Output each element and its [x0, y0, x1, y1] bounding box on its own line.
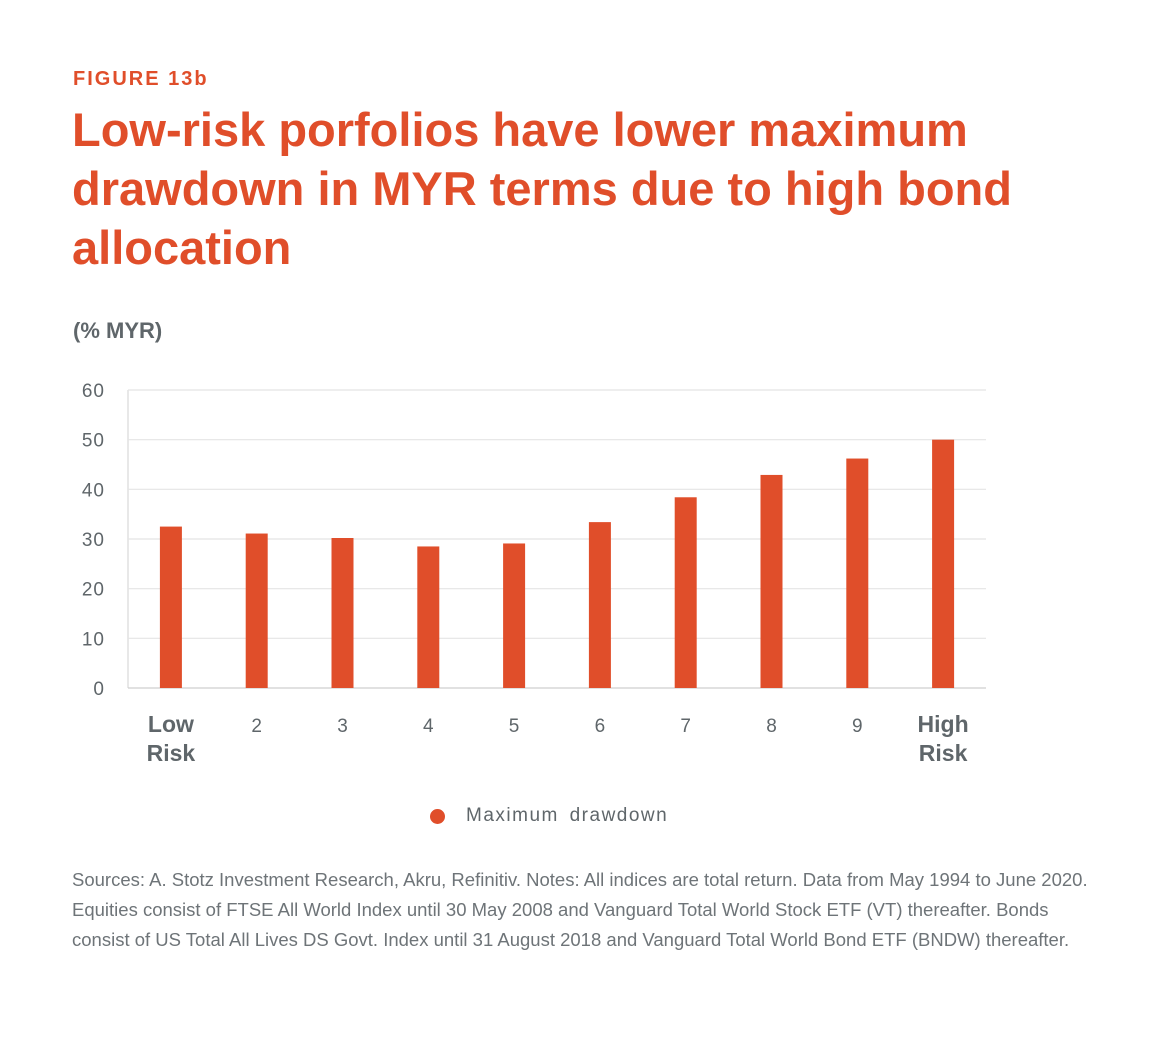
y-tick-label: 0	[93, 679, 105, 700]
bar	[588, 522, 611, 688]
gridlines	[127, 389, 986, 689]
bar	[159, 526, 182, 688]
bar	[331, 538, 354, 688]
legend-label: Maximum drawdown	[466, 805, 669, 826]
bar	[760, 474, 783, 688]
legend: Maximum drawdown	[430, 803, 668, 829]
bar	[846, 458, 869, 688]
x-tick-label: 2	[251, 716, 262, 737]
x-tick-label: 6	[595, 716, 606, 737]
bars	[159, 439, 955, 688]
source-notes: Sources: A. Stotz Investment Research, A…	[72, 869, 1088, 950]
x-tick-label: 8	[766, 716, 777, 737]
y-tick-label: 10	[82, 629, 105, 650]
y-tick-label: 60	[82, 381, 105, 402]
bar	[417, 546, 440, 688]
x-tick-label: 3	[337, 716, 348, 737]
x-tick-label: 9	[852, 716, 863, 737]
bar	[503, 543, 526, 688]
bar	[245, 533, 268, 688]
figure-label: FIGURE 13b	[73, 68, 209, 90]
x-tick-label: 4	[423, 716, 434, 737]
x-tick-label: 5	[509, 716, 520, 737]
y-tick-label: 40	[82, 480, 105, 501]
x-tick-label: High Risk	[918, 711, 969, 766]
y-axis-unit-label: (% MYR)	[73, 318, 163, 343]
bar	[932, 439, 955, 688]
y-tick-label: 30	[82, 530, 105, 551]
bar	[674, 497, 697, 688]
x-tick-labels: Low Risk 2 3 4 5 6 7 8 9 High Risk	[147, 711, 969, 766]
x-tick-label: 7	[680, 716, 691, 737]
y-tick-label: 50	[82, 431, 105, 452]
legend-marker	[430, 808, 445, 824]
y-tick-labels: 0 10 20 30 40 50 60	[82, 381, 105, 700]
chart-title: Low-risk porfolios have lower maximum dr…	[72, 103, 1012, 274]
y-tick-label: 20	[82, 580, 105, 601]
x-tick-label: Low Risk	[147, 711, 196, 766]
